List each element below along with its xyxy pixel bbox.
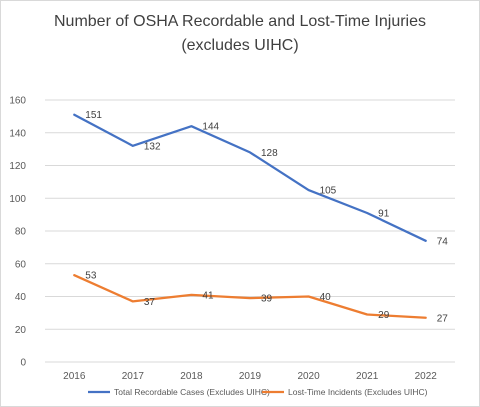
- x-tick-label: 2019: [239, 371, 262, 382]
- data-label: 39: [261, 294, 273, 305]
- gridlines: [45, 99, 455, 363]
- data-label: 29: [378, 310, 390, 321]
- data-labels: 151 132 144 128 105 91 74 53 37 41 39 40 29 27: [85, 110, 448, 324]
- data-label: 41: [202, 290, 214, 301]
- data-label: 128: [261, 148, 278, 159]
- y-tick-label: 60: [15, 259, 27, 270]
- data-label: 74: [437, 236, 449, 247]
- data-label: 37: [144, 297, 156, 308]
- y-tick-label: 80: [15, 227, 27, 238]
- series-line-2: [73, 274, 427, 319]
- x-tick-label: 2016: [63, 371, 86, 382]
- x-tick-label: 2018: [180, 371, 203, 382]
- y-tick-label: 0: [20, 358, 26, 369]
- legend-label: Lost-Time Incidents (Excludes UIHC): [288, 387, 428, 397]
- data-label: 151: [85, 110, 102, 121]
- y-axis-tick-labels: 0 20 40 60 80 100 120 140 160: [9, 96, 26, 369]
- y-tick-label: 120: [9, 161, 26, 172]
- chart-title-line-2: (excludes UIHC): [181, 37, 299, 54]
- y-tick-label: 140: [9, 128, 26, 139]
- y-tick-label: 40: [15, 292, 27, 303]
- y-tick-label: 20: [15, 325, 27, 336]
- data-label: 27: [437, 313, 449, 324]
- chart-title-line-1: Number of OSHA Recordable and Lost-Time …: [53, 13, 426, 30]
- chart-title: Number of OSHA Recordable and Lost-Time …: [0, 10, 480, 58]
- data-label: 144: [202, 122, 219, 133]
- legend-label: Total Recordable Cases (Excludes UIHC): [114, 387, 270, 397]
- series-lines: [73, 113, 427, 319]
- data-label: 105: [320, 186, 337, 197]
- series-line-1: [73, 113, 427, 242]
- y-tick-label: 160: [9, 96, 26, 107]
- data-label: 132: [144, 141, 161, 152]
- data-label: 53: [85, 271, 97, 282]
- x-tick-label: 2017: [122, 371, 145, 382]
- data-label: 91: [378, 208, 390, 219]
- x-tick-label: 2021: [356, 371, 379, 382]
- x-tick-label: 2022: [415, 371, 438, 382]
- data-label: 40: [320, 292, 332, 303]
- legend: Total Recordable Cases (Excludes UIHC) Lo…: [88, 387, 428, 397]
- y-tick-label: 100: [9, 194, 26, 205]
- x-tick-label: 2020: [297, 371, 320, 382]
- x-axis-tick-labels: 2016 2017 2018 2019 2020 2021 2022: [63, 371, 437, 382]
